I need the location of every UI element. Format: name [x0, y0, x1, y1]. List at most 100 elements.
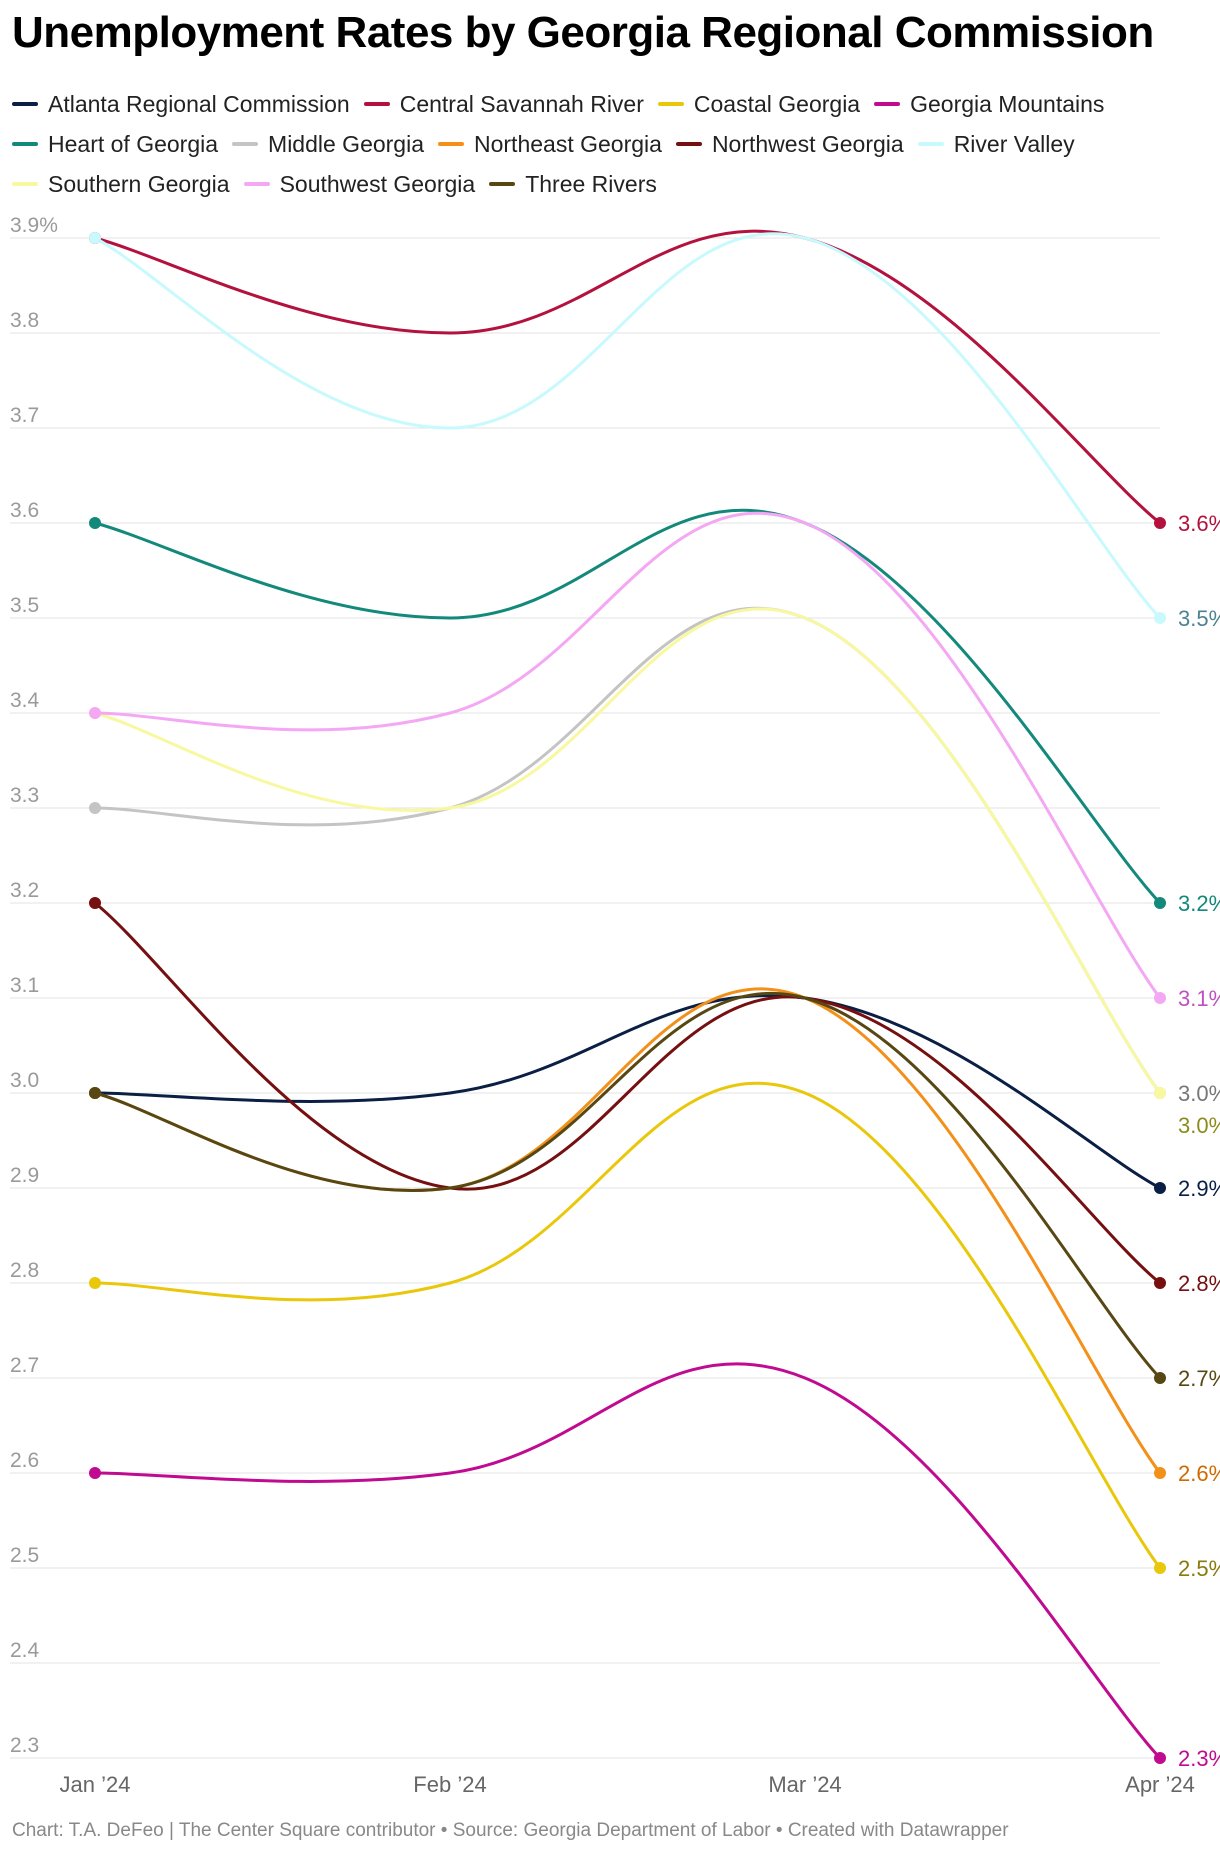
y-tick-label: 2.4 [10, 1639, 40, 1662]
legend-label: Coastal Georgia [693, 90, 861, 117]
end-point-coastal-georgia [1154, 1562, 1166, 1574]
legend-swatch [232, 142, 259, 146]
legend-row: Atlanta Regional Commission Central Savan… [12, 84, 1202, 204]
legend-swatch [243, 182, 270, 186]
legend-label: Heart of Georgia [48, 130, 219, 157]
end-label-atlanta-regional-commission: 2.9% [1178, 1176, 1220, 1201]
chart-footer: Chart: T.A. DeFeo | The Center Square co… [12, 1820, 1009, 1841]
legend-swatch [917, 142, 944, 146]
legend-swatch [12, 182, 38, 186]
start-point-three-rivers [89, 1087, 101, 1099]
series-line-georgia-mountains [93, 1362, 1162, 1760]
series-line-coastal-georgia [93, 1081, 1162, 1570]
y-tick-label: 2.3 [10, 1734, 39, 1757]
legend-swatch [489, 182, 516, 186]
series-line-southern-georgia [93, 607, 1162, 1095]
x-tick-label: Apr ’24 [1125, 1772, 1195, 1797]
end-point-river-valley [1154, 612, 1166, 624]
series-points [89, 232, 1166, 1764]
y-tick-label: 2.9 [10, 1164, 39, 1187]
end-label-heart-of-georgia: 3.2% [1178, 891, 1220, 916]
end-point-southern-georgia [1154, 1087, 1166, 1099]
legend-label: Three Rivers [525, 170, 657, 197]
legend-item-river-valley: River Valley [917, 124, 1075, 164]
legend-item-northwest-georgia: Northwest Georgia [675, 124, 904, 164]
y-tick-label: 2.7 [10, 1354, 39, 1377]
y-tick-label: 3.1 [10, 974, 39, 997]
grid-lines [10, 237, 1160, 1759]
end-label-georgia-mountains: 2.3% [1178, 1746, 1220, 1771]
legend-swatch [363, 102, 390, 106]
y-axis-ticks: 3.9% 3.8 3.7 3.6 3.5 3.4 3.3 3.2 3.1 3.0 2.9 2.8 2.7… [10, 215, 58, 1757]
x-tick-label: Mar ’24 [768, 1772, 841, 1797]
start-point-river-valley [89, 232, 101, 244]
end-point-central-savannah-river [1154, 517, 1166, 529]
end-label-northeast-georgia: 2.6% [1178, 1461, 1220, 1486]
legend-item-middle-georgia: Middle Georgia [232, 124, 424, 164]
y-tick-label: 3.0 [10, 1069, 39, 1092]
legend-item-coastal-georgia: Coastal Georgia [657, 84, 861, 124]
end-label-northwest-georgia: 2.8% [1178, 1271, 1220, 1296]
series-line-atlanta-regional-commission [93, 994, 1162, 1190]
series-line-middle-georgia [93, 606, 1162, 1095]
series-line-river-valley [93, 232, 1162, 620]
y-tick-label: 3.4 [10, 689, 40, 712]
series-line-heart-of-georgia [93, 508, 1162, 905]
legend-item-three-rivers: Three Rivers [489, 164, 657, 204]
end-point-georgia-mountains [1154, 1752, 1166, 1764]
series-line-northeast-georgia [93, 987, 1162, 1475]
legend-label: Northwest Georgia [711, 130, 904, 157]
legend-swatch [675, 142, 702, 146]
y-tick-label: 3.7 [10, 404, 39, 427]
series-line-northwest-georgia [93, 901, 1162, 1285]
legend-swatch [438, 142, 464, 146]
series-lines [93, 229, 1162, 1760]
end-point-heart-of-georgia [1154, 897, 1166, 909]
start-point-georgia-mountains [89, 1467, 101, 1479]
y-tick-label: 3.5 [10, 594, 39, 617]
series-line-three-rivers [93, 991, 1162, 1380]
end-label-southern-georgia: 3.0% [1178, 1113, 1220, 1138]
y-tick-label: 3.9% [10, 215, 58, 237]
end-label-central-savannah-river: 3.6% [1178, 511, 1220, 536]
legend-item-southwest-georgia: Southwest Georgia [243, 164, 476, 204]
legend-swatch [874, 102, 901, 106]
x-axis-ticks: Jan ’24 Feb ’24 Mar ’24 Apr ’24 [60, 1772, 1195, 1797]
end-point-northwest-georgia [1154, 1277, 1166, 1289]
legend-label: Southern Georgia [48, 170, 230, 197]
legend-item-central-savannah-river: Central Savannah River [363, 84, 644, 124]
legend-label: Atlanta Regional Commission [48, 90, 350, 117]
legend-item-heart-of-georgia: Heart of Georgia [12, 124, 218, 164]
chart-title: Unemployment Rates by Georgia Regional C… [12, 8, 1154, 57]
legend-label: River Valley [953, 130, 1075, 157]
end-label-river-valley: 3.5% [1178, 606, 1220, 631]
start-point-coastal-georgia [89, 1277, 101, 1289]
x-tick-label: Jan ’24 [60, 1772, 131, 1797]
series-line-southwest-georgia [93, 511, 1162, 1000]
legend-label: Central Savannah River [399, 90, 644, 117]
start-point-heart-of-georgia [89, 517, 101, 529]
end-label-middle-georgia: 3.0% [1178, 1081, 1220, 1106]
end-labels: 3.6% 3.5% 3.2% 3.1% 3.0% 3.0% 2.9% 2.8% 2.7% 2.6%… [1178, 511, 1220, 1771]
end-point-three-rivers [1154, 1372, 1166, 1384]
y-tick-label: 3.6 [10, 499, 39, 522]
legend-swatch [12, 102, 38, 106]
y-tick-label: 3.3 [10, 784, 39, 807]
legend-item-northeast-georgia: Northeast Georgia [438, 124, 662, 164]
legend-item-atlanta-regional-commission: Atlanta Regional Commission [12, 84, 350, 124]
end-point-southwest-georgia [1154, 992, 1166, 1004]
line-chart: 3.9% 3.8 3.7 3.6 3.5 3.4 3.3 3.2 3.1 3.0 2.9 2.8 2.7… [10, 215, 1220, 1797]
start-point-northwest-georgia [89, 897, 101, 909]
y-tick-label: 3.8 [10, 309, 39, 332]
legend-label: Northeast Georgia [474, 130, 662, 157]
start-point-middle-georgia [89, 802, 101, 814]
start-point-southwest-georgia [89, 707, 101, 719]
end-point-northeast-georgia [1154, 1467, 1166, 1479]
legend-label: Middle Georgia [268, 130, 424, 157]
end-label-coastal-georgia: 2.5% [1178, 1556, 1220, 1581]
legend-label: Georgia Mountains [910, 90, 1105, 117]
y-tick-label: 2.6 [10, 1449, 39, 1472]
y-tick-label: 3.2 [10, 879, 39, 902]
legend-swatch [657, 102, 684, 106]
legend-label: Southwest Georgia [279, 170, 476, 197]
